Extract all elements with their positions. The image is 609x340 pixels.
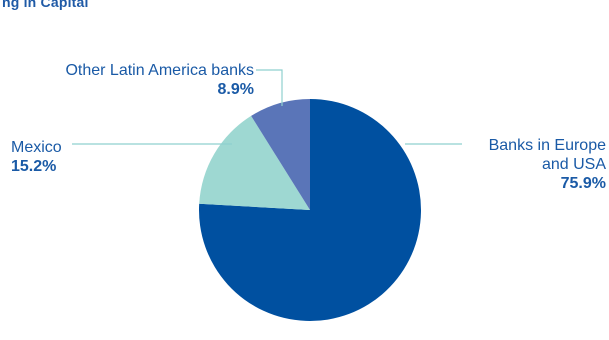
slice-label-banks-europe-usa: Banks in Europe and USA 75.9% [466, 136, 606, 193]
slice-name-line1: Mexico [11, 139, 62, 156]
slice-name-line2: and USA [541, 156, 606, 173]
slice-label-other-latam: Other Latin America banks 8.9% [14, 61, 254, 99]
slice-name-line1: Other Latin America banks [65, 62, 254, 79]
slice-value-label: 8.9% [217, 81, 254, 98]
slice-mexico [199, 115, 310, 210]
chart-title-fragment: ng in Capital [2, 0, 89, 10]
slice-name-line1: Banks in Europe [488, 137, 606, 154]
slice-label-mexico: Mexico 15.2% [11, 138, 91, 176]
slice-value-label: 15.2% [11, 158, 57, 175]
slice-value-label: 75.9% [560, 175, 606, 192]
slice-banks-europe-usa [199, 99, 422, 322]
slice-other-latam [251, 99, 310, 210]
leader-line-other-latam [256, 69, 283, 106]
